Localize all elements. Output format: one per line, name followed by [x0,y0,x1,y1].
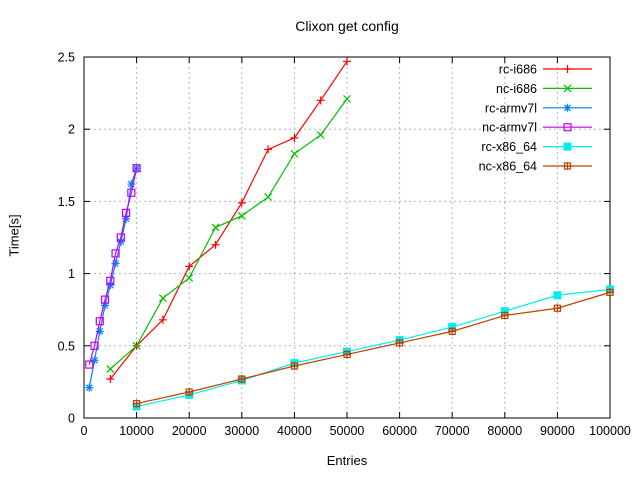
x-tick-label: 60000 [382,424,417,438]
marker-square-plus [563,162,572,170]
chart-title: Clixon get config [295,18,399,34]
x-tick-label: 0 [81,424,88,438]
marker-square-plus [133,399,141,408]
y-tick-label: 1 [68,267,75,281]
legend-label-rc-armv7l: rc-armv7l [485,101,537,115]
x-tick-label: 70000 [435,424,470,438]
marker-filled-square [553,291,562,300]
legend-label-nc-i686: nc-i686 [496,82,537,96]
marker-cross [290,149,299,158]
series-line-nc-armv7l [88,168,138,365]
x-tick-label: 90000 [540,424,575,438]
marker-plus [158,315,167,324]
marker-cross [211,223,220,232]
y-tick-label: 2 [68,123,75,137]
marker-plus [316,96,325,105]
x-axis-label: Entries [326,453,368,468]
x-tick-label: 10000 [119,424,154,438]
legend-label-rc-x86_64: rc-x86_64 [481,140,537,154]
marker-square-plus [290,362,298,370]
marker-square-plus [553,304,562,312]
marker-plus [237,198,246,207]
marker-open-square [95,317,104,326]
marker-cross [316,131,325,139]
marker-cross [185,274,194,282]
marker-cross [158,294,167,303]
series-line-nc-x86_64 [136,291,611,405]
marker-filled-square [563,142,572,151]
legend-label-rc-i686: rc-i686 [499,63,537,77]
marker-open-square [563,123,572,132]
marker-square-plus [396,339,404,347]
y-tick-label: 0.5 [58,339,75,353]
x-tick-label: 40000 [277,424,312,438]
marker-square-plus [343,350,351,359]
marker-asterisk [85,384,93,392]
marker-square-plus [501,311,509,320]
marker-open-square [127,188,136,197]
marker-cross [264,193,273,201]
marker-open-square [90,341,99,350]
marker-plus [343,57,351,66]
x-tick-label: 80000 [487,424,522,438]
marker-open-square [132,164,141,173]
marker-open-square [116,233,125,242]
x-tick-label: 30000 [224,424,259,438]
y-tick-label: 0 [68,412,75,426]
legend-label-nc-armv7l: nc-armv7l [482,121,537,135]
y-tick-label: 1.5 [58,195,75,209]
marker-cross [132,341,141,350]
marker-plus [106,375,115,384]
marker-open-square [85,360,94,369]
marker-square-plus [185,388,193,396]
marker-open-square [106,276,115,285]
marker-open-square [111,249,120,258]
x-tick-label: 50000 [330,424,365,438]
marker-cross [106,364,115,373]
series-line-rc-x86_64 [136,288,611,408]
marker-cross [563,84,572,93]
marker-open-square [100,295,110,304]
marker-plus [290,133,299,142]
marker-plus [563,65,572,73]
marker-square-plus [448,327,456,335]
marker-plus [185,262,194,271]
marker-asterisk [564,104,571,112]
y-tick-label: 2.5 [58,51,75,65]
series-line-nc-i686 [109,98,348,370]
marker-cross [237,211,246,220]
marker-plus [211,240,220,249]
x-tick-label: 100000 [589,424,631,438]
series-line-rc-i686 [109,60,348,380]
marker-square-plus [606,288,614,296]
marker-open-square [121,208,131,218]
marker-cross [343,94,351,103]
x-tick-label: 20000 [172,424,207,438]
legend-label-nc-x86_64: nc-x86_64 [479,160,537,174]
marker-square-plus [238,375,246,383]
marker-plus [264,145,273,154]
y-axis-label: Time[s] [6,214,22,257]
